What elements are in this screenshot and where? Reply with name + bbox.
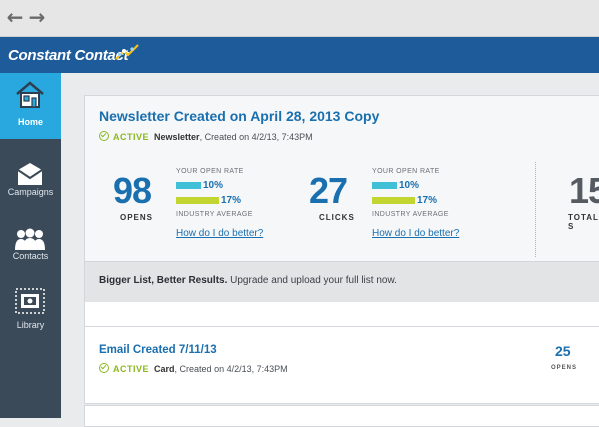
status-badge: ACTIVE [113,364,150,374]
industry-average-bar [176,197,219,204]
your-open-rate-label: YOUR OPEN RATE [372,168,440,175]
opens-count: 98 [113,170,152,211]
browser-toolbar: ← → [0,0,599,37]
sidebar-item-campaigns[interactable]: Campaigns [0,152,61,218]
campaign-meta: ACTIVE Newsletter, Created on 4/2/13, 7:… [99,131,313,142]
upgrade-banner-heading: Bigger List, Better Results. [99,275,228,286]
house-icon [16,81,44,108]
check-circle-icon [99,363,109,373]
opens-count: 25 [555,343,571,359]
sidebar-item-label: Campaigns [7,187,54,197]
clicks-count: 27 [309,170,348,211]
industry-average-label: INDUSTRY AVERAGE [176,211,253,218]
campaign-created: , Created on 4/2/13, 7:43PM [174,364,288,374]
industry-average-value: 17% [221,195,242,206]
sidebar-item-contacts[interactable]: Contacts [0,218,61,284]
campaign-card [84,405,599,427]
sidebar-item-label: Contacts [12,251,49,261]
sidebar-item-library[interactable]: Library [0,283,61,349]
people-icon [15,228,45,250]
campaign-meta: ACTIVE Card, Created on 4/2/13, 7:43PM [99,363,288,374]
opens-label: OPENS [120,213,154,222]
campaign-title[interactable]: Email Created 7/11/13 [99,344,217,356]
brand-logo-icon [115,44,139,60]
how-do-i-do-better-link[interactable]: How do I do better? [372,228,460,239]
clicks-label: CLICKS [319,213,355,222]
your-open-rate-value: 10% [399,180,420,191]
brand-logo-text[interactable]: Constant Contact [8,47,129,64]
sidebar-item-label: Library [16,320,45,330]
stats-divider [535,162,536,257]
total-label: TOTAL S [568,213,599,231]
forward-arrow-icon[interactable]: → [28,5,46,29]
industry-average-label: INDUSTRY AVERAGE [372,211,449,218]
your-open-rate-bar [372,182,397,189]
campaign-created: , Created on 4/2/13, 7:43PM [199,132,313,142]
campaign-card: Newsletter Created on April 28, 2013 Cop… [84,95,599,327]
campaign-title[interactable]: Newsletter Created on April 28, 2013 Cop… [99,108,380,124]
envelope-icon [17,163,43,185]
upgrade-banner-message: Upgrade and upload your full list now. [227,275,397,286]
campaign-type: Card [154,364,175,374]
industry-average-bar [372,197,415,204]
sidebar-item-label: Home [17,117,43,127]
back-arrow-icon[interactable]: ← [6,5,24,29]
your-open-rate-bar [176,182,201,189]
sidebar-item-home[interactable]: Home [0,73,68,139]
campaign-type: Newsletter [154,132,200,142]
your-open-rate-label: YOUR OPEN RATE [176,168,244,175]
status-badge: ACTIVE [113,132,150,142]
how-do-i-do-better-link[interactable]: How do I do better? [176,228,264,239]
upgrade-banner[interactable]: Bigger List, Better Results. Upgrade and… [85,261,599,302]
app-header: Constant Contact [0,37,599,73]
total-count: 15 [569,170,599,211]
industry-average-value: 17% [417,195,438,206]
campaign-card-body: Newsletter Created on April 28, 2013 Cop… [85,96,599,261]
campaign-card: Email Created 7/11/13 ACTIVE Card, Creat… [84,326,599,404]
your-open-rate-value: 10% [203,180,224,191]
image-icon [15,288,45,314]
sidebar: Home Campaigns Contacts Library [0,73,68,418]
main-content: Newsletter Created on April 28, 2013 Cop… [61,73,599,427]
upgrade-banner-text: Bigger List, Better Results. Upgrade and… [99,275,397,286]
opens-label: OPENS [551,365,578,371]
check-circle-icon [99,131,109,141]
